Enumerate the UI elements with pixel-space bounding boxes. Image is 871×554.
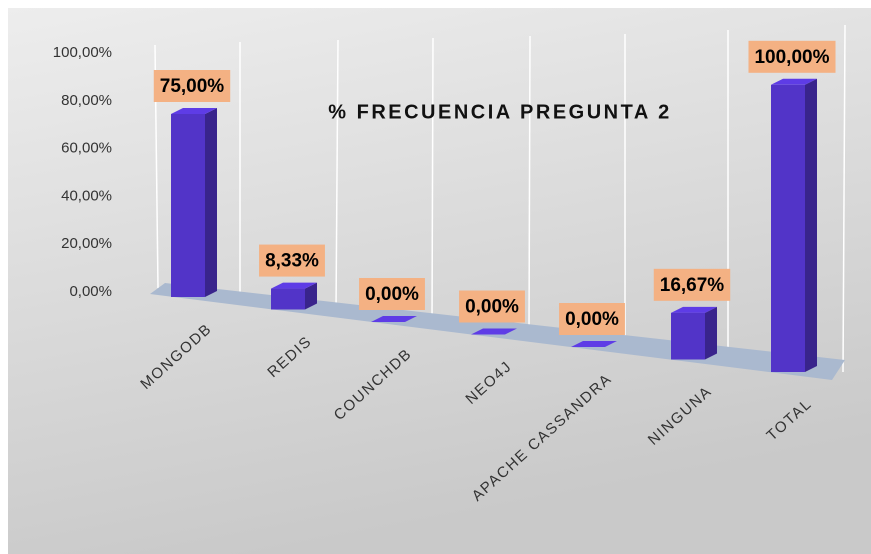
bar — [771, 78, 817, 373]
value-label-box — [459, 290, 525, 323]
bar-side — [205, 108, 217, 297]
y-tick-label: 40,00% — [61, 187, 112, 204]
bar-top — [571, 341, 617, 347]
value-label: 0,00% — [465, 297, 519, 318]
value-label: 100,00% — [754, 47, 829, 68]
bar-top — [271, 282, 317, 289]
y-tick-label: 60,00% — [61, 140, 112, 157]
wall-lines — [154, 24, 846, 373]
bar-front — [271, 288, 305, 310]
value-label-box — [748, 40, 836, 73]
value-label: 16,67% — [660, 275, 725, 296]
bar — [671, 306, 717, 360]
value-label-box — [559, 303, 625, 335]
y-tick-label: 100,00% — [53, 44, 112, 61]
bar-front — [771, 84, 805, 373]
value-label-box — [653, 268, 731, 301]
value-label-box — [259, 244, 325, 277]
bar — [271, 282, 317, 310]
bar-top — [171, 108, 217, 114]
value-label: 8,33% — [265, 251, 319, 272]
bar — [371, 316, 417, 322]
value-label-box — [359, 278, 425, 310]
chart-background — [8, 8, 871, 554]
bar-top — [771, 78, 817, 85]
bar-top — [371, 316, 417, 322]
bar-side — [805, 78, 817, 373]
bar-side — [305, 282, 317, 310]
bar — [171, 108, 217, 297]
bar-top — [471, 328, 517, 335]
y-tick-label: 80,00% — [61, 92, 112, 109]
bar-front — [671, 312, 705, 360]
value-label: 0,00% — [365, 284, 419, 305]
bar-front — [171, 114, 205, 297]
bar-top — [671, 306, 717, 313]
y-tick-label: 20,00% — [61, 235, 112, 252]
bar-side — [705, 306, 717, 360]
value-label: 75,00% — [160, 76, 225, 97]
value-label: 0,00% — [565, 309, 619, 330]
chart-title: % FRECUENCIA PREGUNTA 2 — [328, 101, 671, 123]
value-label-box — [153, 70, 231, 102]
y-tick-label: 0,00% — [69, 283, 112, 300]
bar — [571, 341, 617, 347]
bar — [471, 328, 517, 335]
